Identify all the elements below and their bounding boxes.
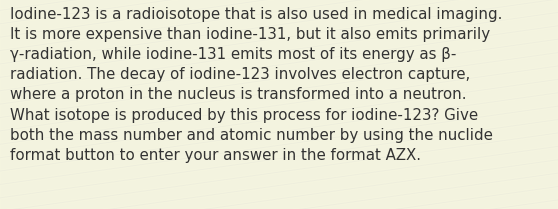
Polygon shape <box>0 94 558 183</box>
Polygon shape <box>0 201 558 209</box>
Polygon shape <box>0 40 558 130</box>
Polygon shape <box>0 0 558 23</box>
Polygon shape <box>0 54 558 143</box>
Polygon shape <box>0 0 558 76</box>
Text: Iodine-123 is a radioisotope that is also used in medical imaging.
It is more ex: Iodine-123 is a radioisotope that is als… <box>10 7 502 163</box>
Polygon shape <box>0 174 558 209</box>
Polygon shape <box>0 161 558 209</box>
Polygon shape <box>0 27 558 116</box>
Polygon shape <box>0 188 558 209</box>
Polygon shape <box>0 0 558 36</box>
Polygon shape <box>0 67 558 157</box>
Polygon shape <box>0 80 558 170</box>
Polygon shape <box>0 0 558 9</box>
Polygon shape <box>0 14 558 103</box>
Polygon shape <box>0 0 558 49</box>
Polygon shape <box>0 121 558 209</box>
Polygon shape <box>0 134 558 209</box>
Polygon shape <box>0 0 558 63</box>
Polygon shape <box>0 148 558 209</box>
Polygon shape <box>0 0 558 90</box>
Polygon shape <box>0 107 558 197</box>
